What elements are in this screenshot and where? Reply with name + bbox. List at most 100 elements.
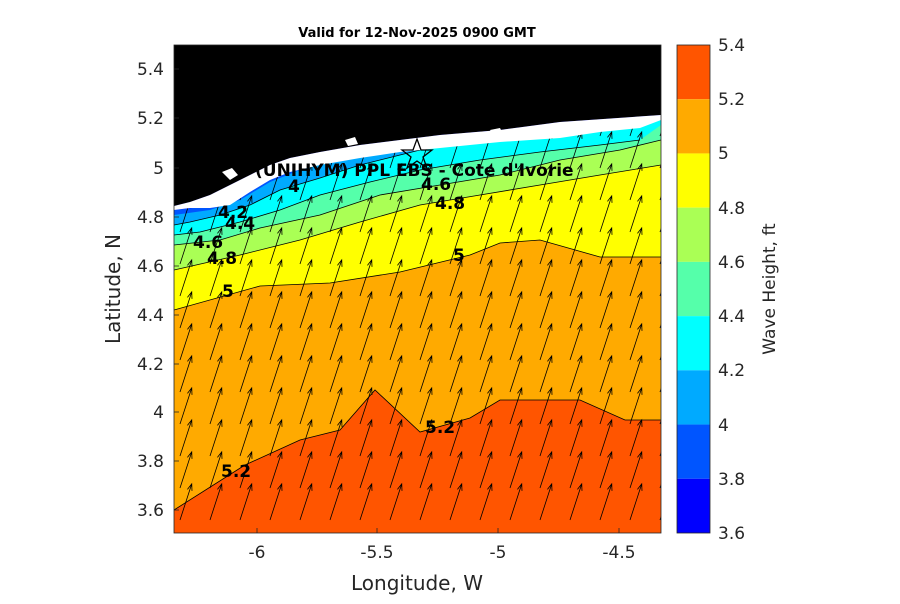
wave-arrow	[269, 290, 283, 329]
contour-label: 4.4	[225, 214, 255, 234]
contour-lines	[174, 139, 661, 511]
wave-arrow	[329, 194, 343, 233]
wave-arrow	[359, 482, 373, 521]
wave-arrow	[179, 322, 193, 361]
wave-arrow	[629, 386, 643, 425]
wave-arrow	[509, 386, 523, 425]
wave-arrow	[179, 354, 193, 393]
wave-arrow	[449, 290, 463, 329]
wave-arrow	[659, 387, 661, 393]
wave-arrow	[359, 194, 373, 233]
colorbar-segment	[677, 316, 710, 371]
wave-arrow	[629, 194, 643, 233]
lagoon-island-3	[490, 128, 503, 135]
wave-arrow	[389, 226, 403, 265]
wave-arrow	[509, 482, 523, 521]
contour-label: 5.2	[425, 418, 455, 438]
wave-arrow	[479, 290, 493, 329]
colorbar-segment	[677, 478, 710, 533]
wave-arrow	[629, 482, 643, 521]
wave-arrow	[389, 418, 403, 457]
wave-arrow	[539, 162, 553, 201]
wave-arrow	[449, 354, 463, 393]
wave-arrow	[659, 195, 661, 201]
wave-arrow	[659, 355, 661, 361]
wave-arrow	[209, 258, 223, 297]
wave-arrow	[239, 450, 253, 489]
wave-arrow	[239, 290, 253, 329]
colorbar-label: Wave Height, ft	[760, 223, 780, 355]
wave-arrow	[329, 418, 343, 457]
wave-arrow	[419, 226, 433, 265]
wave-arrow	[659, 483, 661, 489]
wave-arrow	[209, 386, 223, 425]
wave-arrow	[449, 482, 463, 521]
y-tick-label: 4.8	[137, 208, 164, 228]
wave-arrow	[389, 290, 403, 329]
wave-arrow	[329, 450, 343, 489]
wave-arrow	[629, 258, 643, 297]
wave-arrow	[359, 290, 373, 329]
colorbar	[677, 45, 710, 533]
wave-arrow	[269, 354, 283, 393]
wave-arrow	[299, 386, 313, 425]
wave-arrow	[659, 323, 661, 329]
wave-arrow	[539, 482, 553, 521]
wave-arrow	[629, 418, 643, 457]
wave-arrow	[179, 450, 193, 489]
wave-arrow	[419, 258, 433, 297]
wave-arrow	[659, 419, 661, 425]
wave-arrow	[449, 450, 463, 489]
wave-arrow	[329, 226, 343, 265]
wave-arrow	[599, 130, 613, 169]
x-tick-label: -6	[249, 543, 266, 563]
wave-arrow	[419, 322, 433, 361]
wave-arrow	[479, 418, 493, 457]
wave-arrow	[629, 290, 643, 329]
wave-arrow	[569, 258, 583, 297]
land-mass	[174, 45, 661, 206]
wave-arrow	[539, 258, 553, 297]
wave-arrow	[419, 290, 433, 329]
wave-arrow	[239, 482, 253, 521]
wave-arrow	[569, 482, 583, 521]
colorbar-tick-label: 4.2	[718, 361, 745, 381]
colorbar-segment	[677, 99, 710, 154]
wave-arrow	[209, 418, 223, 457]
wave-arrow	[509, 258, 523, 297]
wave-arrow	[539, 290, 553, 329]
wave-arrow	[569, 386, 583, 425]
wave-arrow	[359, 322, 373, 361]
wave-arrow	[239, 194, 253, 233]
wave-arrow	[419, 354, 433, 393]
colorbar-tick-label: 4.6	[718, 253, 745, 273]
x-tick-label: -5.5	[360, 543, 393, 563]
wave-arrow	[539, 354, 553, 393]
wave-arrow	[569, 290, 583, 329]
wave-arrow	[419, 418, 433, 457]
wave-arrow	[629, 354, 643, 393]
wave-arrow	[509, 450, 523, 489]
wave-arrow	[509, 322, 523, 361]
plot-frame	[173, 44, 662, 534]
wave-arrow	[629, 162, 643, 201]
wave-arrow	[629, 226, 643, 265]
wave-arrow	[419, 194, 433, 233]
wave-arrow	[659, 291, 661, 297]
wave-arrow	[419, 386, 433, 425]
wave-arrow	[599, 162, 613, 201]
wave-arrow	[329, 386, 343, 425]
lagoon-island	[222, 168, 238, 180]
wave-arrow	[359, 162, 373, 201]
wave-arrow	[329, 290, 343, 329]
wave-arrow	[389, 386, 403, 425]
wave-arrow	[569, 322, 583, 361]
wave-arrow	[479, 162, 493, 201]
map-title: Valid for 12-Nov-2025 0900 GMT	[298, 26, 536, 41]
x-axis-label: Longitude, W	[351, 571, 483, 595]
lagoon-island-2	[345, 137, 358, 146]
contour-label: 4	[288, 177, 300, 197]
wave-arrow	[569, 194, 583, 233]
wave-arrow	[329, 482, 343, 521]
wave-arrow	[659, 259, 661, 265]
